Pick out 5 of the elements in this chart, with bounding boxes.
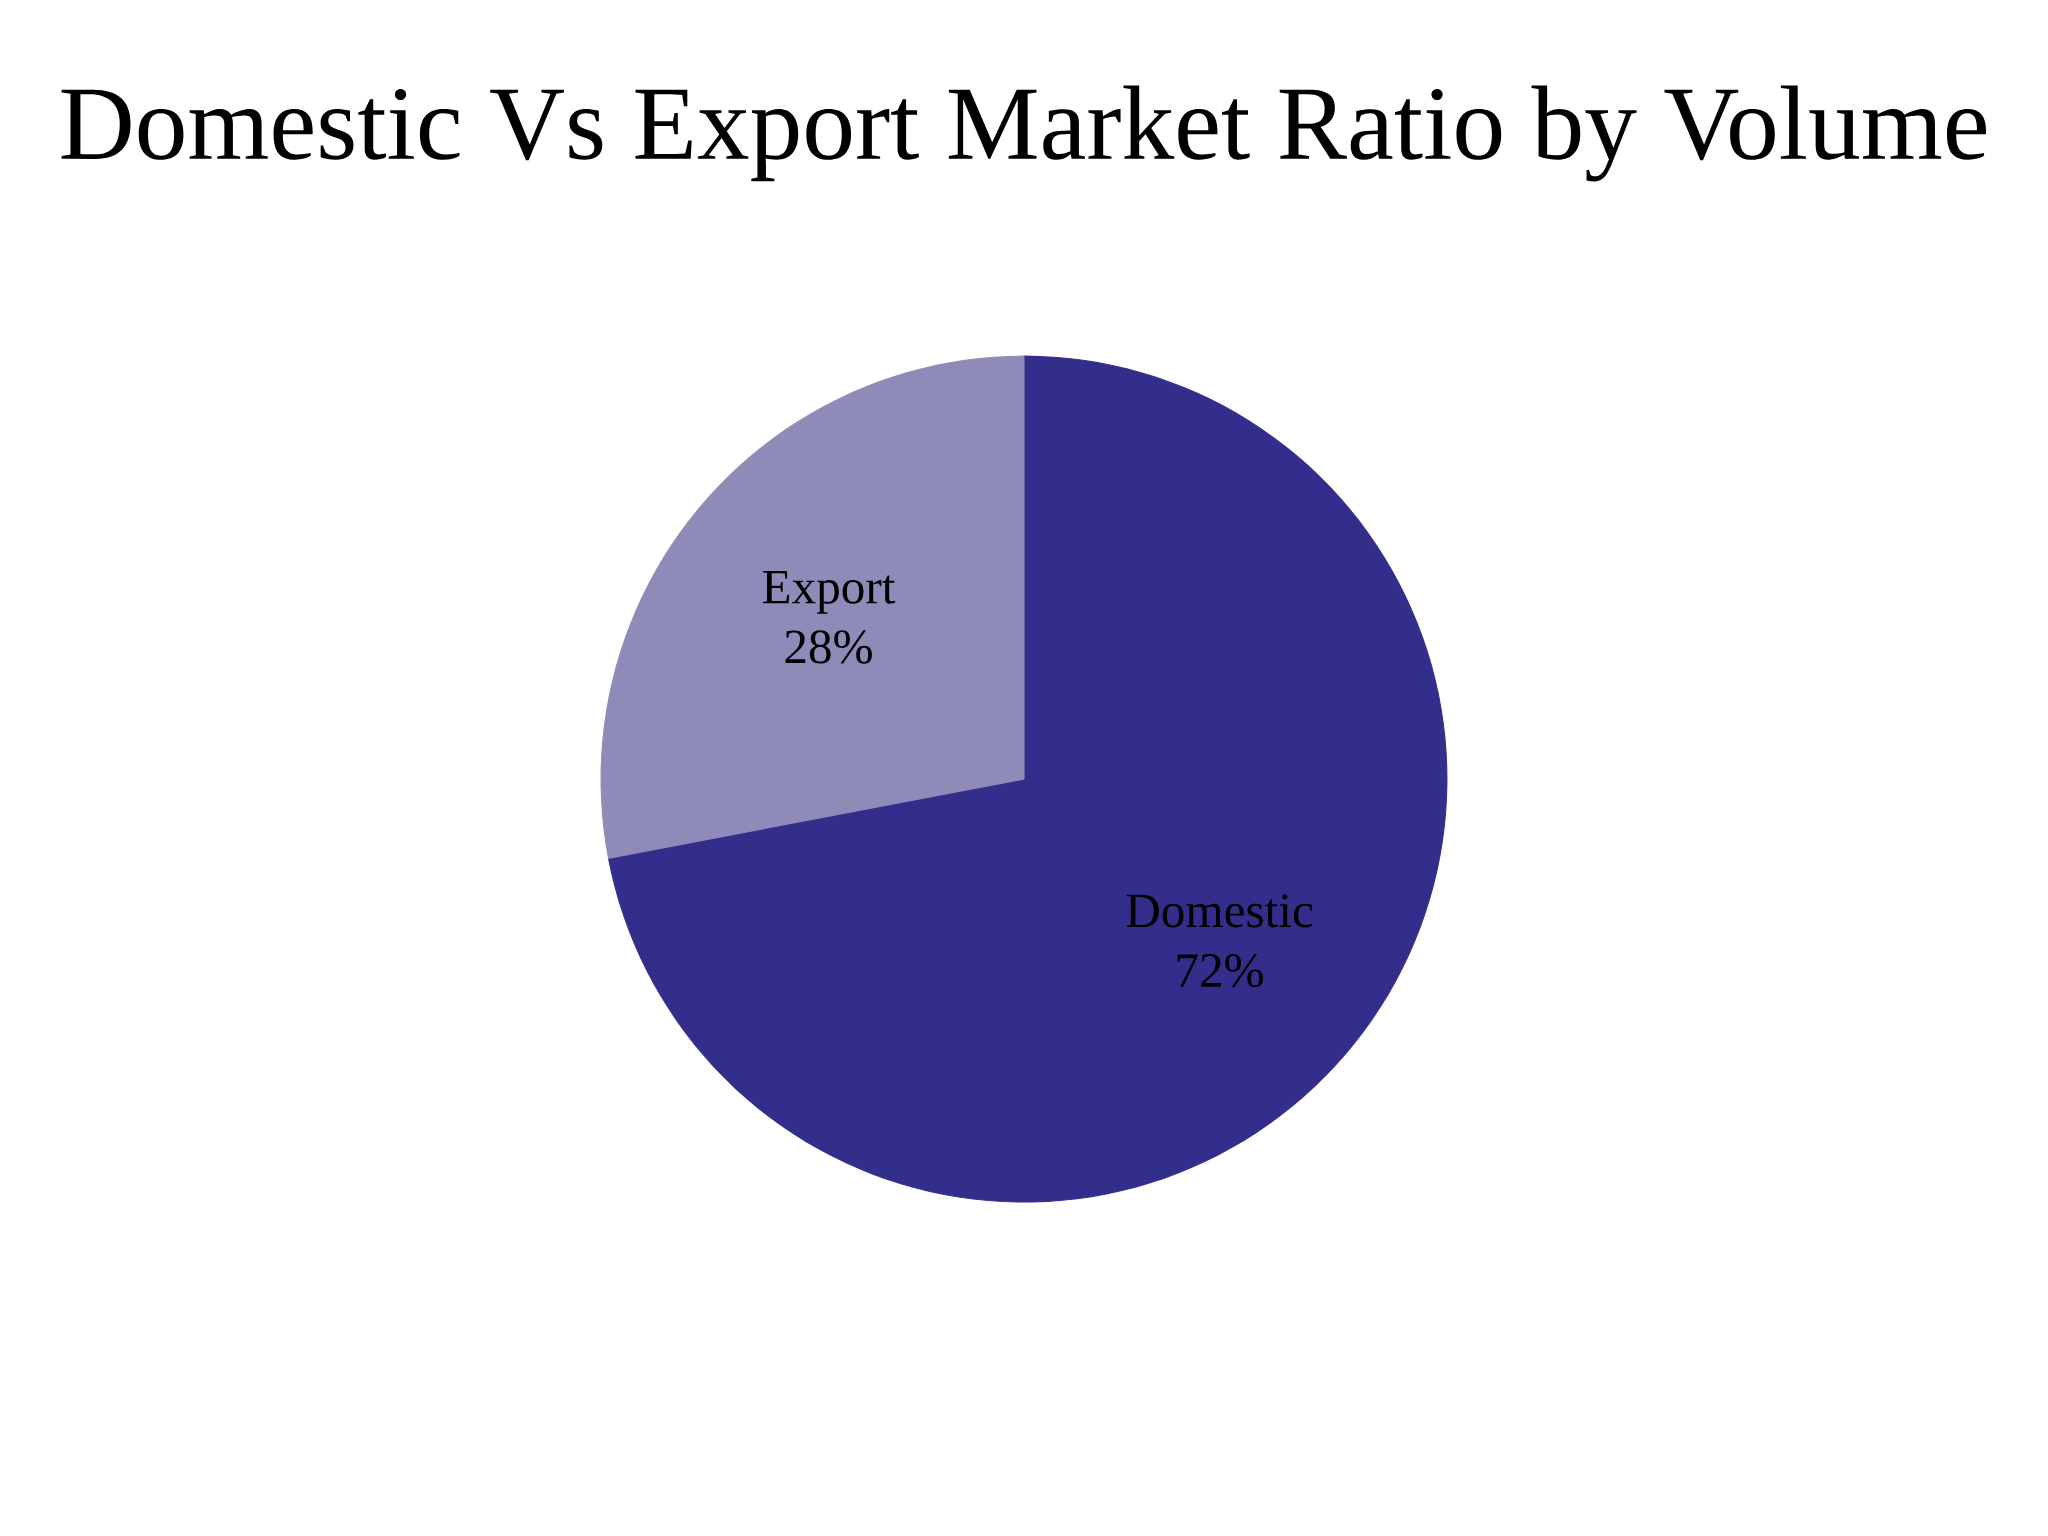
data-label: 72%	[1177, 953, 1263, 988]
slice-label: Export	[762, 571, 896, 614]
slice-label: Domestic	[1126, 894, 1313, 928]
chart-title: Domestic Vs Export Market Ratio by Volume	[61, 85, 1986, 182]
data-label: 28%	[785, 630, 872, 664]
